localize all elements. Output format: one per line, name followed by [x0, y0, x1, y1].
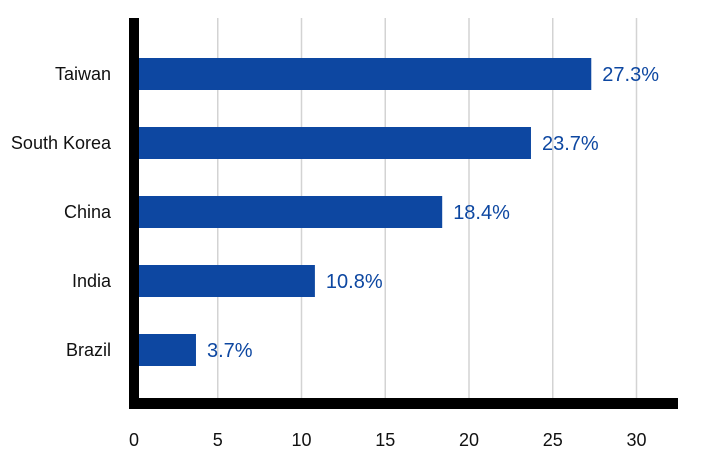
- x-axis-line: [129, 398, 678, 409]
- x-tick-label: 0: [129, 430, 139, 450]
- category-label: South Korea: [11, 133, 112, 153]
- x-tick-label: 15: [375, 430, 395, 450]
- x-tick-label: 25: [543, 430, 563, 450]
- data-labels: 27.3% 23.7% 18.4% 10.8% 3.7%: [207, 64, 659, 362]
- bars: [134, 58, 592, 366]
- x-tick-label: 5: [213, 430, 223, 450]
- category-labels: Taiwan South Korea China India Brazil: [11, 64, 112, 360]
- data-label: 27.3%: [602, 64, 659, 86]
- bar: [134, 127, 531, 159]
- data-label: 3.7%: [207, 340, 253, 362]
- x-tick-label: 30: [626, 430, 646, 450]
- data-label: 18.4%: [453, 202, 510, 224]
- y-axis-line: [129, 18, 139, 409]
- category-label: China: [64, 202, 112, 222]
- category-label: Brazil: [66, 340, 111, 360]
- bar: [134, 196, 443, 228]
- x-tick-label: 10: [291, 430, 311, 450]
- bar: [134, 334, 196, 366]
- axes: [129, 18, 678, 409]
- data-label: 10.8%: [326, 271, 383, 293]
- bar: [134, 58, 592, 90]
- x-tick-labels: 0 5 10 15 20 25 30: [129, 430, 647, 450]
- category-label: India: [72, 271, 112, 291]
- x-tick-label: 20: [459, 430, 479, 450]
- data-label: 23.7%: [542, 133, 599, 155]
- category-label: Taiwan: [55, 64, 111, 84]
- bar: [134, 265, 315, 297]
